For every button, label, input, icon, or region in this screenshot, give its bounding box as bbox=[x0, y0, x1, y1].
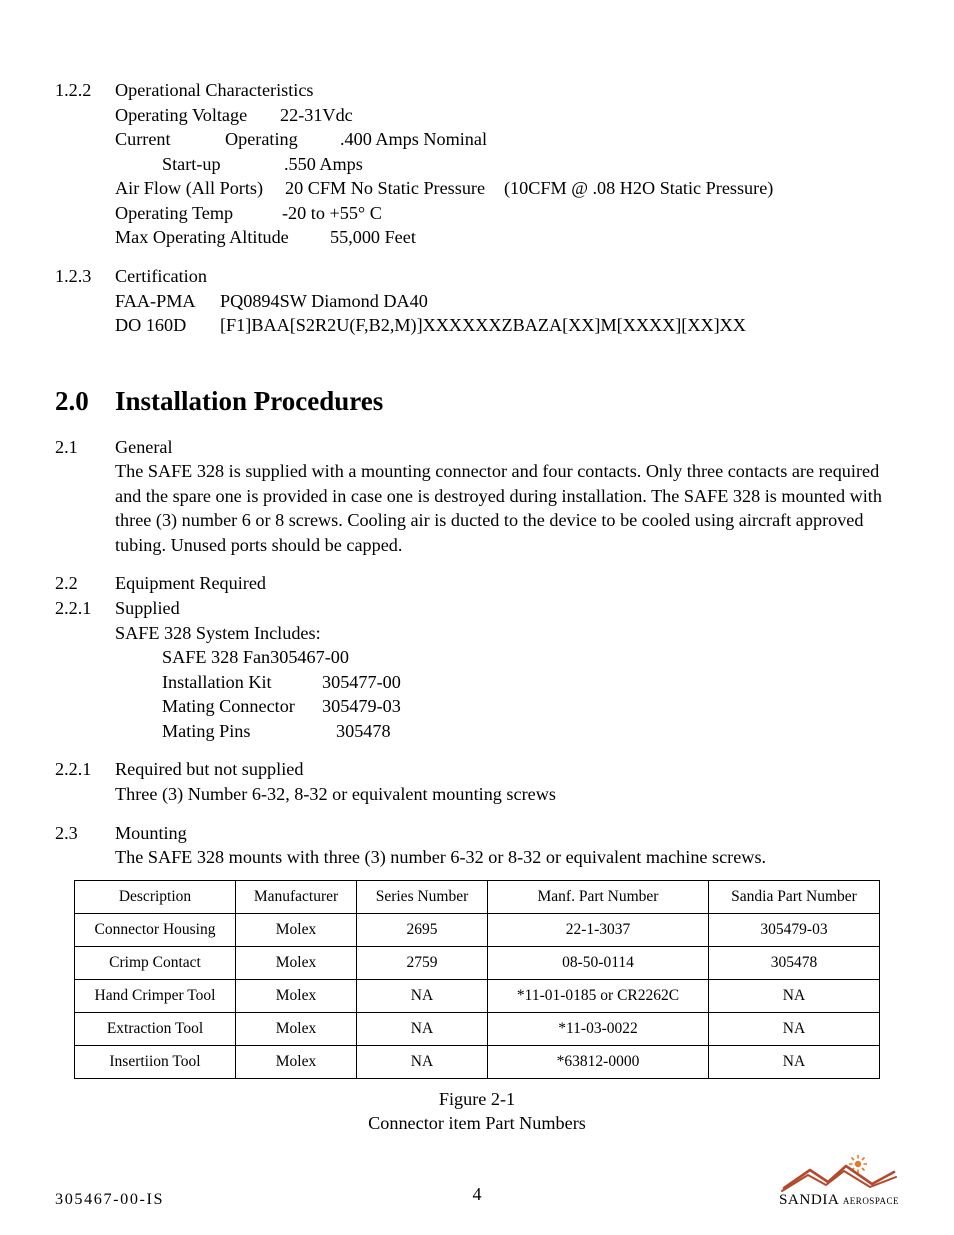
heading-title: Installation Procedures bbox=[115, 386, 383, 416]
table-cell: NA bbox=[357, 1045, 488, 1078]
spec-value: 22-31Vdc bbox=[280, 103, 353, 128]
parts-table: DescriptionManufacturerSeries NumberManf… bbox=[74, 880, 880, 1079]
spec-sublabel: Operating bbox=[225, 127, 340, 152]
item-name: Installation Kit bbox=[162, 670, 322, 695]
table-cell: Molex bbox=[236, 1012, 357, 1045]
table-cell: Hand Crimper Tool bbox=[75, 979, 236, 1012]
table-cell: Extraction Tool bbox=[75, 1012, 236, 1045]
table-cell: *11-01-0185 or CR2262C bbox=[488, 979, 709, 1012]
table-row: Extraction ToolMolexNA*11-03-0022NA bbox=[75, 1012, 880, 1045]
table-cell: NA bbox=[357, 979, 488, 1012]
section-title: Supplied bbox=[115, 596, 899, 621]
section-number: 2.3 bbox=[55, 821, 115, 846]
table-cell: Molex bbox=[236, 979, 357, 1012]
spec-label: Operating Temp bbox=[115, 201, 282, 226]
supplied-item: Installation Kit305477-00 bbox=[115, 670, 899, 695]
paragraph: Three (3) Number 6-32, 8-32 or equivalen… bbox=[115, 782, 899, 807]
item-partnum: 305478 bbox=[336, 719, 391, 744]
table-cell: 22-1-3037 bbox=[488, 913, 709, 946]
item-partnum: 305467-00 bbox=[270, 645, 349, 670]
spec-label: Air Flow (All Ports) bbox=[115, 176, 285, 201]
table-cell: Molex bbox=[236, 913, 357, 946]
table-cell: 305478 bbox=[709, 946, 880, 979]
supplied-item: SAFE 328 Fan305467-00 bbox=[115, 645, 899, 670]
spec-value: -20 to +55° C bbox=[282, 201, 382, 226]
main-heading: 2.0Installation Procedures bbox=[55, 386, 899, 417]
section-title: Certification bbox=[115, 264, 899, 289]
section-title: General bbox=[115, 435, 899, 460]
section-number: 2.2 bbox=[55, 571, 115, 596]
item-partnum: 305477-00 bbox=[322, 670, 401, 695]
section-number: 1.2.3 bbox=[55, 264, 115, 289]
spec-label: Operating Voltage bbox=[115, 103, 280, 128]
cert-value: [F1]BAA[S2R2U(F,B2,M)]XXXXXXZBAZA[XX]M[X… bbox=[220, 313, 746, 338]
table-row: Hand Crimper ToolMolexNA*11-01-0185 or C… bbox=[75, 979, 880, 1012]
cert-value: PQ0894SW Diamond DA40 bbox=[220, 289, 428, 314]
logo: SANDIA aerospace bbox=[779, 1155, 899, 1209]
table-row: Crimp ContactMolex275908-50-0114305478 bbox=[75, 946, 880, 979]
paragraph: The SAFE 328 mounts with three (3) numbe… bbox=[115, 845, 899, 870]
spec-value: .550 Amps bbox=[284, 152, 363, 177]
cert-label: DO 160D bbox=[115, 313, 220, 338]
spec-value: .400 Amps Nominal bbox=[340, 127, 487, 152]
table-cell: 08-50-0114 bbox=[488, 946, 709, 979]
table-cell: NA bbox=[357, 1012, 488, 1045]
section-title: Required but not supplied bbox=[115, 757, 899, 782]
cert-label: FAA-PMA bbox=[115, 289, 220, 314]
supplied-item: Mating Connector305479-03 bbox=[115, 694, 899, 719]
table-row: Connector HousingMolex269522-1-303730547… bbox=[75, 913, 880, 946]
supplied-item: Mating Pins 305478 bbox=[115, 719, 899, 744]
table-cell: NA bbox=[709, 1012, 880, 1045]
page-number: 4 bbox=[473, 1184, 482, 1205]
item-name: SAFE 328 Fan bbox=[162, 645, 270, 670]
includes-label: SAFE 328 System Includes: bbox=[115, 621, 899, 646]
section-title: Equipment Required bbox=[115, 571, 899, 596]
table-cell: NA bbox=[709, 1045, 880, 1078]
paragraph: The SAFE 328 is supplied with a mounting… bbox=[115, 459, 899, 557]
logo-text: SANDIA aerospace bbox=[779, 1191, 899, 1209]
spec-label: Max Operating Altitude bbox=[115, 225, 330, 250]
table-cell: Crimp Contact bbox=[75, 946, 236, 979]
figure-caption: Connector item Part Numbers bbox=[55, 1111, 899, 1136]
table-cell: 2759 bbox=[357, 946, 488, 979]
heading-number: 2.0 bbox=[55, 386, 115, 417]
section-number: 2.2.1 bbox=[55, 757, 115, 782]
table-row: Insertiion ToolMolexNA*63812-0000NA bbox=[75, 1045, 880, 1078]
table-cell: *63812-0000 bbox=[488, 1045, 709, 1078]
table-cell: 305479-03 bbox=[709, 913, 880, 946]
table-cell: Insertiion Tool bbox=[75, 1045, 236, 1078]
doc-number: 305467-00-IS bbox=[55, 1190, 164, 1209]
item-name: Mating Connector bbox=[162, 694, 322, 719]
section-number: 2.1 bbox=[55, 435, 115, 460]
table-header: Manufacturer bbox=[236, 880, 357, 913]
section-number: 1.2.2 bbox=[55, 78, 115, 103]
table-cell: *11-03-0022 bbox=[488, 1012, 709, 1045]
section-title: Operational Characteristics bbox=[115, 78, 899, 103]
item-partnum: 305479-03 bbox=[322, 694, 401, 719]
table-header: Description bbox=[75, 880, 236, 913]
spec-value: 55,000 Feet bbox=[330, 225, 416, 250]
table-header: Sandia Part Number bbox=[709, 880, 880, 913]
logo-icon bbox=[780, 1155, 898, 1193]
spec-label: Current bbox=[115, 127, 225, 152]
table-cell: Molex bbox=[236, 946, 357, 979]
section-number: 2.2.1 bbox=[55, 596, 115, 621]
table-header: Series Number bbox=[357, 880, 488, 913]
table-cell: 2695 bbox=[357, 913, 488, 946]
table-cell: Connector Housing bbox=[75, 913, 236, 946]
spec-value: (10CFM @ .08 H2O Static Pressure) bbox=[504, 176, 773, 201]
table-cell: NA bbox=[709, 979, 880, 1012]
item-name: Mating Pins bbox=[162, 719, 322, 744]
spec-sublabel: Start-up bbox=[162, 152, 284, 177]
table-header: Manf. Part Number bbox=[488, 880, 709, 913]
figure-number: Figure 2-1 bbox=[55, 1087, 899, 1112]
table-cell: Molex bbox=[236, 1045, 357, 1078]
section-title: Mounting bbox=[115, 821, 899, 846]
spec-value: 20 CFM No Static Pressure bbox=[285, 176, 504, 201]
